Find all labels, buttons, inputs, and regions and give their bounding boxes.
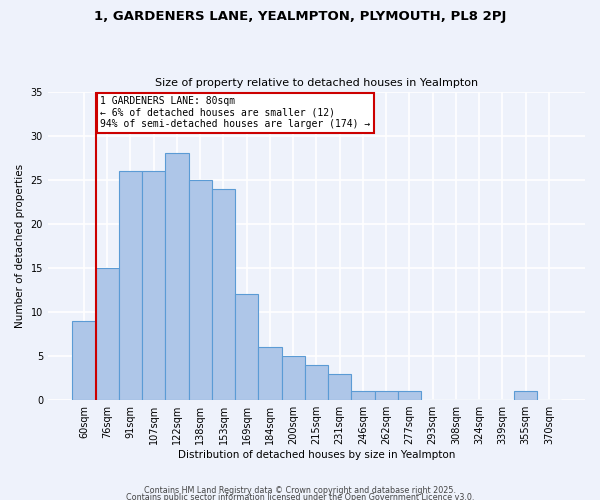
Bar: [212, 188, 235, 400]
X-axis label: Distribution of detached houses by size in Yealmpton: Distribution of detached houses by size …: [178, 450, 455, 460]
Text: Contains public sector information licensed under the Open Government Licence v3: Contains public sector information licen…: [126, 494, 474, 500]
Bar: [188, 180, 212, 400]
Text: 1, GARDENERS LANE, YEALMPTON, PLYMOUTH, PL8 2PJ: 1, GARDENERS LANE, YEALMPTON, PLYMOUTH, …: [94, 10, 506, 23]
Bar: [281, 356, 305, 400]
Bar: [142, 171, 166, 400]
Bar: [166, 154, 188, 400]
Bar: [514, 392, 538, 400]
Bar: [328, 374, 352, 400]
Text: 1 GARDENERS LANE: 80sqm
← 6% of detached houses are smaller (12)
94% of semi-det: 1 GARDENERS LANE: 80sqm ← 6% of detached…: [100, 96, 370, 129]
Bar: [73, 320, 95, 400]
Bar: [374, 392, 398, 400]
Bar: [398, 392, 421, 400]
Title: Size of property relative to detached houses in Yealmpton: Size of property relative to detached ho…: [155, 78, 478, 88]
Text: Contains HM Land Registry data © Crown copyright and database right 2025.: Contains HM Land Registry data © Crown c…: [144, 486, 456, 495]
Bar: [95, 268, 119, 400]
Bar: [235, 294, 259, 400]
Y-axis label: Number of detached properties: Number of detached properties: [15, 164, 25, 328]
Bar: [119, 171, 142, 400]
Bar: [259, 347, 281, 400]
Bar: [352, 392, 374, 400]
Bar: [305, 365, 328, 400]
